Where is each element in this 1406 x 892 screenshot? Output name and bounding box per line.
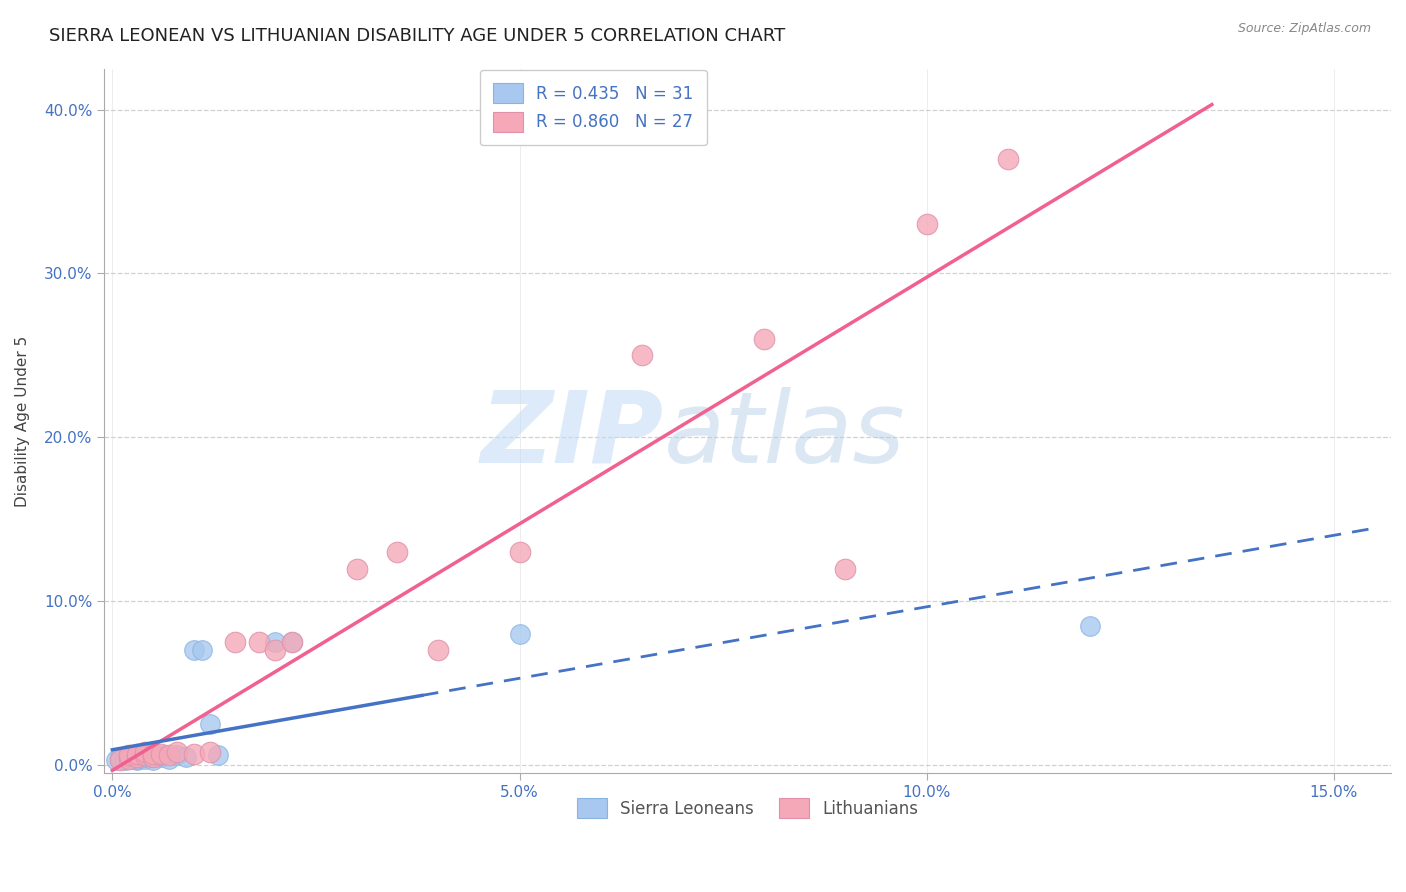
Point	[125, 747, 148, 761]
Point	[125, 750, 148, 764]
Point	[191, 643, 214, 657]
Point	[117, 748, 139, 763]
Point	[997, 152, 1019, 166]
Text: SIERRA LEONEAN VS LITHUANIAN DISABILITY AGE UNDER 5 CORRELATION CHART: SIERRA LEONEAN VS LITHUANIAN DISABILITY …	[49, 27, 786, 45]
Point	[125, 752, 148, 766]
Point	[198, 745, 221, 759]
Point	[630, 348, 652, 362]
Point	[264, 643, 287, 657]
Point	[509, 545, 531, 559]
Point	[346, 561, 368, 575]
Legend: Sierra Leoneans, Lithuanians: Sierra Leoneans, Lithuanians	[571, 791, 925, 825]
Point	[166, 748, 188, 763]
Point	[142, 753, 165, 767]
Point	[117, 752, 139, 766]
Point	[142, 750, 165, 764]
Point	[134, 748, 156, 763]
Point	[117, 752, 139, 766]
Point	[247, 635, 270, 649]
Point	[174, 750, 197, 764]
Point	[157, 748, 180, 763]
Point	[183, 643, 205, 657]
Point	[150, 747, 173, 761]
Point	[752, 332, 775, 346]
Point	[125, 748, 148, 763]
Point	[264, 635, 287, 649]
Point	[207, 748, 229, 763]
Point	[125, 753, 148, 767]
Point	[110, 752, 132, 766]
Point	[387, 545, 409, 559]
Point	[166, 745, 188, 759]
Point	[142, 747, 165, 761]
Point	[134, 745, 156, 759]
Point	[280, 635, 302, 649]
Text: Source: ZipAtlas.com: Source: ZipAtlas.com	[1237, 22, 1371, 36]
Point	[198, 717, 221, 731]
Point	[125, 750, 148, 764]
Point	[142, 750, 165, 764]
Point	[224, 635, 246, 649]
Y-axis label: Disability Age Under 5: Disability Age Under 5	[15, 335, 30, 507]
Point	[834, 561, 856, 575]
Text: ZIP: ZIP	[481, 386, 664, 483]
Point	[110, 750, 132, 764]
Point	[121, 752, 143, 766]
Point	[134, 750, 156, 764]
Point	[915, 217, 938, 231]
Point	[509, 627, 531, 641]
Text: atlas: atlas	[664, 386, 905, 483]
Point	[134, 752, 156, 766]
Point	[150, 750, 173, 764]
Point	[142, 747, 165, 761]
Point	[110, 753, 132, 767]
Point	[1078, 619, 1101, 633]
Point	[117, 750, 139, 764]
Point	[157, 752, 180, 766]
Point	[280, 635, 302, 649]
Point	[134, 748, 156, 763]
Point	[150, 748, 173, 763]
Point	[105, 753, 128, 767]
Point	[427, 643, 450, 657]
Point	[114, 753, 136, 767]
Point	[117, 748, 139, 763]
Point	[183, 747, 205, 761]
